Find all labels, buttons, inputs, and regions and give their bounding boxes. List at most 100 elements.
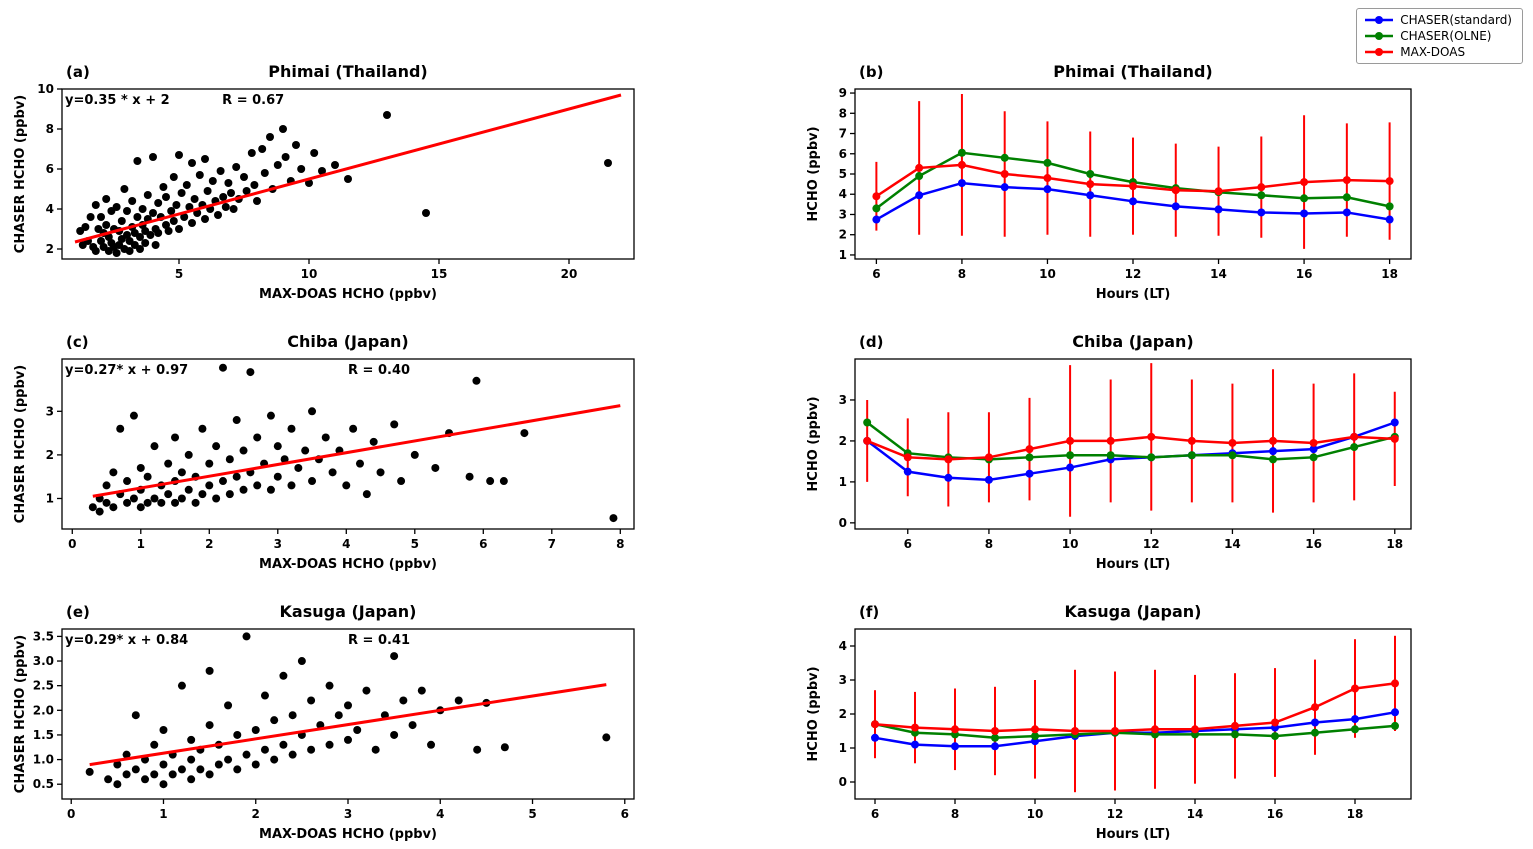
series-marker xyxy=(1086,180,1095,189)
series-marker xyxy=(1350,443,1359,452)
x-tick-label: 8 xyxy=(616,537,624,551)
scatter-point xyxy=(325,740,334,749)
scatter-point xyxy=(168,770,177,779)
scatter-point xyxy=(102,221,111,229)
line-plot-kasuga: Kasuga (Japan)(f)6 8 10 12 14 16 1801234Hours … xyxy=(806,602,1412,842)
scatter-point xyxy=(371,745,380,754)
legend-label-chaser-standard: CHASER(standard) xyxy=(1400,13,1512,27)
scatter-point xyxy=(232,416,241,425)
y-tick-label: 8 xyxy=(839,106,847,120)
series-marker xyxy=(1257,191,1266,200)
series-marker xyxy=(1390,418,1399,427)
scatter-point xyxy=(344,175,352,183)
y-tick-label: 2 xyxy=(46,242,54,256)
scatter-point xyxy=(150,770,159,779)
series-marker xyxy=(984,475,993,484)
scatter-point xyxy=(109,468,118,477)
scatter-point xyxy=(410,450,419,459)
scatter-point xyxy=(270,755,279,764)
scatter-point xyxy=(266,133,274,141)
chart-title: Kasuga (Japan) xyxy=(1065,602,1202,621)
scatter-point xyxy=(159,760,168,769)
scatter-point xyxy=(205,721,214,730)
scatter-point xyxy=(242,187,251,195)
scatter-point xyxy=(159,780,168,789)
scatter-point xyxy=(182,181,191,189)
scatter-point xyxy=(164,459,173,468)
y-tick-label: 3.5 xyxy=(33,629,54,643)
y-tick-label: 6 xyxy=(46,162,54,176)
x-tick-label: 5 xyxy=(175,267,183,281)
scatter-point xyxy=(112,203,121,211)
x-tick-label: 2 xyxy=(252,807,260,821)
x-tick-label: 4 xyxy=(436,807,444,821)
chart-title: Chiba (Japan) xyxy=(1072,332,1193,351)
scatter-point xyxy=(151,241,160,249)
scatter-point xyxy=(224,755,233,764)
scatter-point xyxy=(273,472,282,481)
legend-marker-maxdoas xyxy=(1365,48,1394,56)
x-tick-label: 18 xyxy=(1386,537,1403,551)
series-marker xyxy=(951,725,959,734)
scatter-point xyxy=(260,691,269,700)
scatter-point xyxy=(604,159,612,167)
series-marker xyxy=(1228,451,1237,460)
axes-frame xyxy=(61,628,635,800)
x-axis-label: MAX-DOAS HCHO (ppbv) xyxy=(259,827,437,842)
scatter-point xyxy=(136,503,145,512)
scatter-point xyxy=(258,145,267,153)
scatter-point xyxy=(288,711,297,720)
scatter-point xyxy=(334,711,343,720)
scatter-point xyxy=(131,711,140,720)
scatter-point xyxy=(266,411,275,420)
scatter-point xyxy=(216,167,225,175)
scatter-point xyxy=(91,201,100,209)
scatter-point xyxy=(81,223,90,231)
y-tick-label: 4 xyxy=(839,187,847,201)
legend-label-chaser-olne: CHASER(OLNE) xyxy=(1400,29,1492,43)
scatter-point xyxy=(169,217,178,225)
scatter-point xyxy=(102,498,111,507)
series-marker xyxy=(1300,178,1309,187)
scatter-point xyxy=(136,233,144,241)
scatter-point xyxy=(308,407,317,416)
series-marker xyxy=(872,192,881,201)
panel-label: (b) xyxy=(859,63,883,81)
x-tick-label: 10 xyxy=(1039,267,1056,281)
x-axis-label: Hours (LT) xyxy=(1096,557,1171,572)
scatter-point xyxy=(112,249,121,257)
scatter-point xyxy=(294,463,303,472)
scatter-point xyxy=(279,740,288,749)
scatter-point xyxy=(208,177,217,185)
scatter-point xyxy=(465,472,474,481)
correlation-label: R = 0.41 xyxy=(348,633,410,648)
y-axis-label: CHASER HCHO (ppbv) xyxy=(13,95,28,253)
scatter-point xyxy=(454,696,463,705)
scatter-point xyxy=(344,735,352,744)
series-marker xyxy=(1043,185,1052,194)
scatter-point xyxy=(229,205,238,213)
scatter-point xyxy=(159,183,168,191)
panel-label: (a) xyxy=(66,63,90,81)
scatter-point xyxy=(164,490,173,499)
y-tick-label: 3 xyxy=(46,404,54,418)
scatter-point xyxy=(331,161,339,169)
scatter-point xyxy=(390,420,399,429)
scatter-point xyxy=(399,696,408,705)
scatter-point xyxy=(113,780,122,789)
scatter-point xyxy=(154,199,163,207)
scatter-point xyxy=(233,730,242,739)
panel-label: (d) xyxy=(859,333,883,351)
y-tick-label: 4 xyxy=(46,202,54,216)
axes-frame xyxy=(854,358,1412,530)
x-axis-label: Hours (LT) xyxy=(1096,827,1171,842)
scatter-point xyxy=(201,215,209,223)
scatter-point xyxy=(273,161,282,169)
scatter-point xyxy=(520,429,529,438)
scatter-point xyxy=(133,213,142,221)
y-tick-label: 2 xyxy=(839,707,847,721)
series-marker xyxy=(1231,721,1239,730)
scatter-point xyxy=(376,468,385,477)
series-marker xyxy=(872,215,881,224)
series-marker xyxy=(1391,708,1399,717)
